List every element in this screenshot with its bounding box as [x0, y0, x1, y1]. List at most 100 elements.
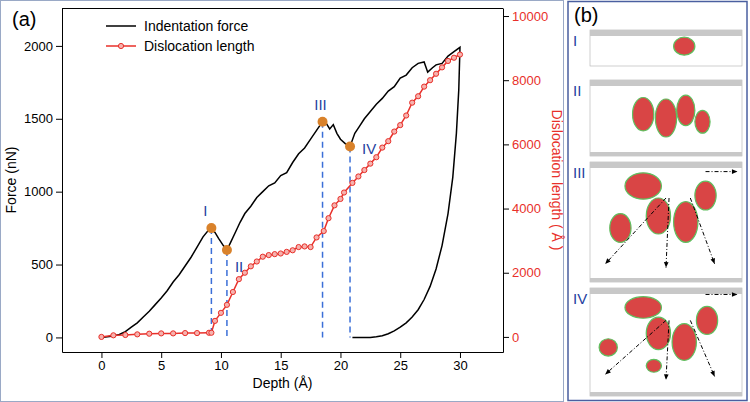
series-marker — [392, 129, 397, 134]
figure: 0510152025300500100015002000020004000600… — [0, 0, 750, 402]
series-marker — [254, 259, 259, 264]
series-marker — [422, 84, 427, 89]
series-marker — [308, 244, 313, 249]
series-marker — [416, 94, 421, 99]
surface-slab — [590, 30, 742, 36]
y-axis-tick-label: 1000 — [24, 184, 53, 199]
series-marker — [356, 174, 361, 179]
glide-arrow — [666, 198, 669, 268]
frame-label: IV — [573, 290, 587, 307]
y2-axis-tick-label: 8000 — [512, 73, 541, 88]
x-axis-tick-label: 0 — [98, 358, 105, 373]
surface-slab — [590, 288, 742, 294]
series-marker — [341, 190, 346, 195]
y-axis-tick-label: 0 — [46, 330, 53, 345]
y2-axis-tick: 10000 — [503, 9, 548, 24]
frame — [590, 288, 742, 396]
glide-arrow — [605, 198, 666, 264]
y-axis-tick-mark — [56, 265, 62, 266]
series-marker — [284, 249, 289, 254]
dislocation-loop — [625, 297, 661, 319]
annotation-label: II — [235, 258, 243, 275]
frame-label: III — [573, 164, 586, 181]
annotation-label: IV — [362, 140, 376, 157]
y-axis-tick-mark — [56, 192, 62, 193]
y-axis-tick: 1000 — [24, 184, 62, 199]
x-axis-tick-mark — [460, 352, 461, 358]
series-marker — [236, 277, 241, 282]
series-marker — [147, 331, 152, 336]
frame-box — [590, 288, 742, 396]
annotation-point — [318, 117, 328, 127]
glide-arrow — [666, 320, 669, 379]
x-axis-tick: 25 — [393, 352, 407, 373]
dislocation-loop — [674, 37, 695, 55]
dislocation-loop — [696, 306, 717, 334]
series-marker — [194, 330, 199, 335]
legend-swatch — [106, 25, 136, 27]
x-axis-tick: 30 — [453, 352, 467, 373]
y2-axis-tick: 0 — [503, 330, 519, 345]
panel-a-border — [1, 1, 564, 402]
frame-box — [590, 30, 742, 66]
x-axis-tick-mark — [101, 352, 102, 358]
y-axis-tick-mark — [56, 337, 62, 338]
series-marker — [212, 318, 217, 323]
series-marker — [410, 100, 415, 105]
x-axis-tick-mark — [400, 352, 401, 358]
frame-label: II — [573, 82, 581, 99]
y2-axis-tick-mark — [503, 80, 509, 81]
dislocation-loop — [646, 359, 661, 372]
annotation-point — [222, 245, 232, 255]
x-axis-tick: 5 — [158, 352, 165, 373]
x-axis-line — [63, 352, 504, 353]
dislocation-loop — [610, 214, 631, 243]
x-axis-tick-label: 15 — [274, 358, 288, 373]
glide-arrow-head — [605, 369, 611, 374]
x-axis-tick: 10 — [214, 352, 228, 373]
x-axis-tick-label: 25 — [393, 358, 407, 373]
x-axis-tick-label: 10 — [214, 358, 228, 373]
panel-b-label: (b) — [574, 4, 598, 26]
series-marker — [209, 330, 214, 335]
y-axis: 0500100015002000 — [24, 9, 62, 353]
frame-box — [590, 80, 742, 156]
series-marker — [135, 332, 140, 337]
dislocation-loop — [646, 317, 670, 349]
series-marker — [266, 252, 271, 257]
y2-axis-tick-mark — [503, 209, 509, 210]
series-marker — [321, 228, 326, 233]
x-axis: 051015202530 — [63, 352, 504, 373]
series-marker — [302, 244, 307, 249]
legend-label: Indentation force — [144, 18, 249, 34]
x-axis-title: Depth (Å) — [253, 375, 313, 391]
bottom-slab — [590, 152, 742, 156]
series-marker — [159, 331, 164, 336]
plot-marks — [99, 47, 463, 339]
y-axis-tick: 0 — [46, 330, 62, 345]
y2-axis-tick-label: 0 — [512, 330, 519, 345]
dislocation-loop — [672, 324, 696, 361]
legend-label: Dislocation length — [144, 38, 255, 54]
glide-arrow-head — [732, 292, 738, 297]
x-axis-tick: 15 — [274, 352, 288, 373]
series-marker — [445, 58, 450, 63]
panel-b-border — [568, 2, 747, 401]
series-marker — [332, 203, 337, 208]
legend-marker — [118, 43, 123, 48]
series-marker — [123, 332, 128, 337]
y-axis-tick-label: 2000 — [24, 39, 53, 54]
annotation-guide — [226, 250, 228, 337]
y2-axis-tick-label: 6000 — [512, 137, 541, 152]
y-axis-line — [62, 9, 63, 353]
frame — [590, 30, 742, 66]
x-axis-tick-label: 30 — [453, 358, 467, 373]
series-line — [101, 55, 460, 337]
dislocation-loop — [655, 99, 676, 137]
y2-axis-title: Dislocation length ( Å ) — [549, 110, 565, 251]
surface-slab — [590, 162, 742, 168]
y-axis-tick-label: 1500 — [24, 111, 53, 126]
y-axis-title: Force (nN) — [3, 147, 19, 214]
annotation-point — [345, 141, 355, 151]
frame-label: I — [573, 32, 577, 49]
